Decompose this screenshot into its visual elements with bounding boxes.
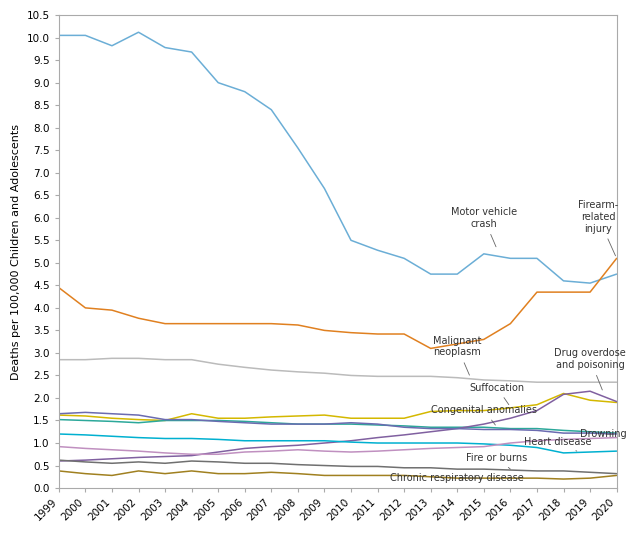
Text: Suffocation: Suffocation: [470, 382, 525, 405]
Text: Congenital anomalies: Congenital anomalies: [431, 405, 537, 425]
Text: Fire or burns: Fire or burns: [467, 453, 528, 469]
Text: Heart disease: Heart disease: [524, 437, 592, 451]
Text: Motor vehicle
crash: Motor vehicle crash: [451, 208, 517, 247]
Text: Drowning: Drowning: [580, 429, 627, 439]
Text: Firearm-
related
injury: Firearm- related injury: [578, 200, 618, 256]
Text: Malignant
neoplasm: Malignant neoplasm: [433, 336, 481, 375]
Y-axis label: Deaths per 100,000 Children and Adolescents: Deaths per 100,000 Children and Adolesce…: [11, 123, 21, 380]
Text: Chronic respiratory disease: Chronic respiratory disease: [390, 473, 524, 483]
Text: Drug overdose
and poisoning: Drug overdose and poisoning: [554, 349, 626, 390]
